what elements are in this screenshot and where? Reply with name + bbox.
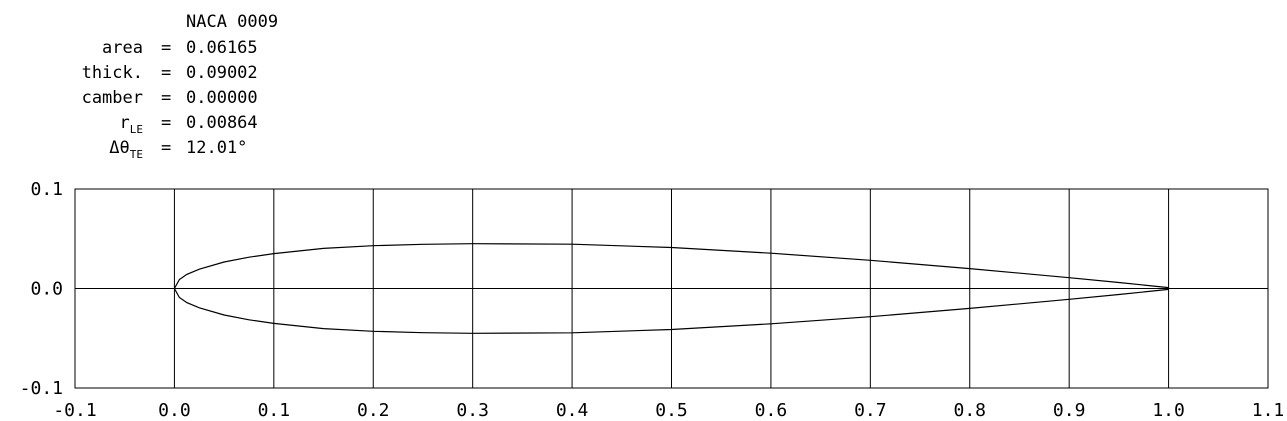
stat-equals: = xyxy=(161,63,171,83)
airfoil-stats: area = 0.06165 thick. = 0.09002 camber = 0.00000… xyxy=(82,38,258,161)
stat-equals: = xyxy=(161,138,171,158)
x-tick-label: 0.1 xyxy=(258,400,291,421)
stat-label: camber xyxy=(82,88,143,108)
stat-value: 0.06165 xyxy=(186,38,258,58)
stat-value: 0.00864 xyxy=(186,113,258,133)
airfoil-info: NACA 0009 area = 0.06165 thick. = 0.09002 camb… xyxy=(82,12,279,161)
x-tick-label: 1.0 xyxy=(1152,400,1185,421)
x-tick-label: 0.0 xyxy=(158,400,191,421)
x-tick-label: 0.3 xyxy=(456,400,489,421)
stat-equals: = xyxy=(161,113,171,133)
x-tick-label: 0.9 xyxy=(1053,400,1086,421)
stat-value: 12.01° xyxy=(186,138,247,158)
stat-label: rLE xyxy=(120,113,144,136)
airfoil-contour xyxy=(173,243,1169,334)
stat-equals: = xyxy=(161,88,171,108)
plot-frame xyxy=(74,188,1269,389)
stat-value: 0.00000 xyxy=(186,88,258,108)
stat-value: 0.09002 xyxy=(186,63,258,83)
x-tick-label: 0.8 xyxy=(953,400,986,421)
x-tick-label: -0.1 xyxy=(53,400,96,421)
x-tick-labels: -0.1 0.0 0.1 0.2 0.3 0.4 0.5 0.6 0.7 0.8 0.9 1.0 1.1 xyxy=(53,400,1284,421)
x-tick-label: 1.1 xyxy=(1252,400,1285,421)
x-tick-label: 0.2 xyxy=(357,400,390,421)
y-tick-labels: -0.1 0.0 0.1 xyxy=(20,179,63,399)
x-tick-label: 0.4 xyxy=(556,400,589,421)
y-tick-label: 0.0 xyxy=(30,279,63,300)
y-tick-label: -0.1 xyxy=(20,378,63,399)
stat-label: thick. xyxy=(82,63,143,83)
plot-grid xyxy=(74,188,1269,389)
airfoil-title: NACA 0009 xyxy=(186,12,278,32)
stat-label: ΔθTE xyxy=(109,138,143,161)
x-tick-label: 0.6 xyxy=(755,400,788,421)
stat-label: area xyxy=(102,38,143,58)
x-tick-label: 0.7 xyxy=(854,400,887,421)
x-tick-label: 0.5 xyxy=(655,400,688,421)
stat-equals: = xyxy=(161,38,171,58)
y-tick-label: 0.1 xyxy=(30,179,63,200)
